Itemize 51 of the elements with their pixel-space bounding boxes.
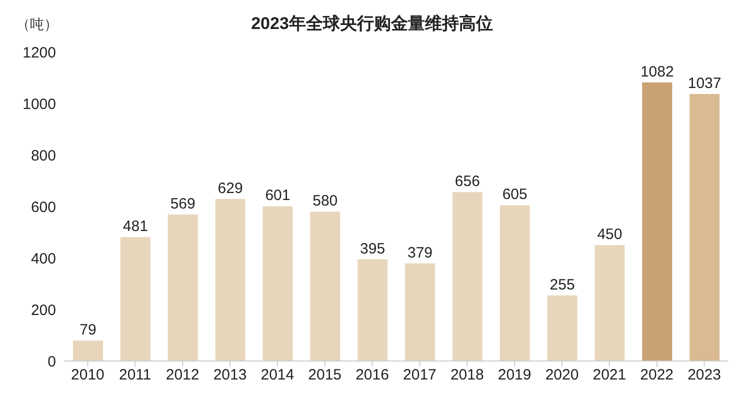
data-label: 1037 [688,74,722,92]
bar [690,94,720,361]
x-tick-label: 2014 [260,366,294,384]
data-label: 601 [265,187,290,204]
y-tick-label: 600 [30,198,56,216]
x-tick-label: 2017 [403,366,436,384]
bar [547,295,578,361]
y-tick-label: 200 [30,302,56,319]
bar [215,199,246,361]
x-tick-label: 2021 [592,366,626,384]
bar [73,340,103,361]
data-label: 580 [312,192,338,210]
bar [642,82,672,361]
y-tick-label: 1000 [22,96,56,113]
data-label: 481 [122,218,148,236]
data-label: 656 [454,173,480,190]
bar [120,237,150,361]
data-label: 1082 [640,63,674,80]
y-tick-label: 400 [30,250,56,268]
x-tick-label: 2013 [213,366,247,384]
x-tick-label: 2012 [166,366,200,384]
data-label: 255 [550,276,575,294]
data-label: 569 [170,195,196,212]
bar [358,259,388,361]
y-tick-label: 1200 [22,44,56,62]
y-tick-label: 0 [48,353,56,370]
bar [405,263,435,361]
x-tick-label: 2018 [450,366,484,384]
bar [500,205,530,361]
y-tick-label: 800 [30,147,56,164]
y-axis-title: （吨） [16,16,58,34]
bar [310,212,340,361]
bar [168,214,198,361]
x-tick-label: 2022 [640,366,674,384]
data-label: 605 [502,186,528,204]
data-label: 379 [407,244,433,262]
data-label: 450 [597,226,622,244]
x-tick-label: 2023 [688,366,721,384]
bar [262,206,293,361]
data-label: 395 [360,240,386,258]
x-tick-label: 2015 [308,366,342,384]
chart-title: 2023年全球央行购金量维持高位 [251,14,493,33]
x-tick-label: 2016 [356,366,389,384]
data-label: 629 [218,180,243,198]
x-tick-label: 2019 [498,366,532,384]
x-tick-label: 2020 [545,366,579,384]
x-tick-label: 2010 [71,366,104,384]
bar [452,192,482,361]
x-tick-label: 2011 [119,366,152,384]
data-label: 79 [80,322,96,339]
bar [594,245,625,361]
